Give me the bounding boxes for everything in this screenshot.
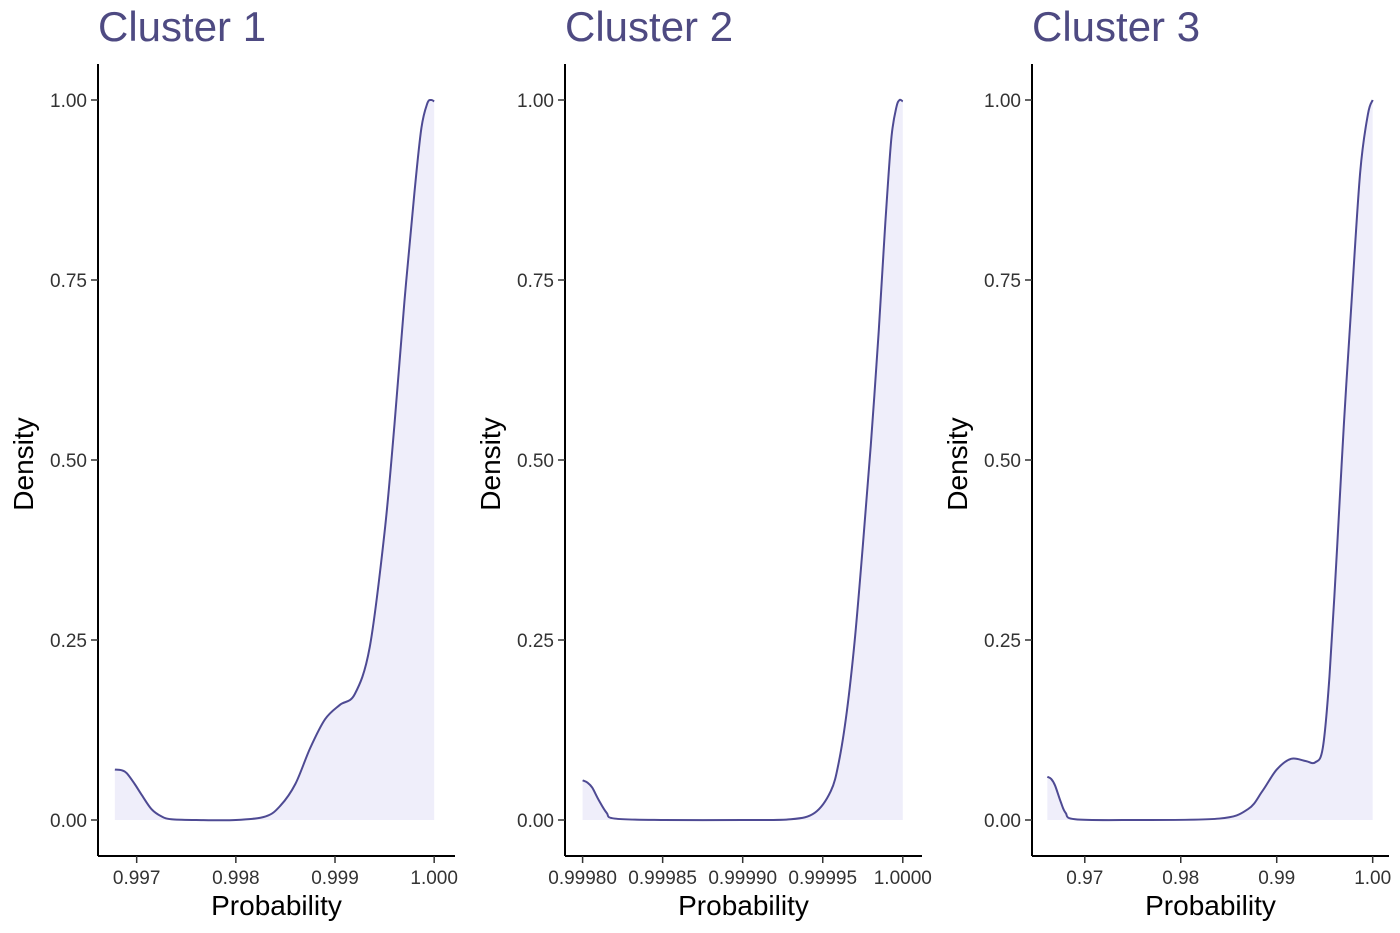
y-tick-label: 0.50 — [50, 451, 87, 472]
y-tick-label: 1.00 — [984, 91, 1021, 112]
y-tick-label: 0.25 — [50, 631, 87, 652]
density-area — [114, 99, 435, 821]
x-tick-label: 0.99 — [1258, 868, 1295, 889]
x-tick-label: 0.97 — [1066, 868, 1103, 889]
y-tick-label: 0.75 — [984, 271, 1021, 292]
cluster-2-chart: 0.00 0.25 0.50 0.75 1.00 0.99980 0.99985 0.9999… — [475, 64, 932, 921]
x-axis-title: Probability — [1145, 890, 1276, 921]
density-area — [582, 99, 903, 821]
x-tick-label: 0.99985 — [628, 868, 697, 889]
x-tick-label: 0.998 — [212, 868, 260, 889]
x-tick-label: 1.0000 — [874, 868, 932, 889]
y-tick-label: 0.75 — [50, 271, 87, 292]
chart-title: Cluster 1 — [98, 3, 267, 50]
density-line — [114, 98, 435, 822]
x-tick-label: 0.999 — [311, 868, 359, 889]
chart-title: Cluster 2 — [565, 3, 734, 50]
y-tick-label: 0.50 — [517, 451, 554, 472]
y-tick-label: 0.25 — [517, 631, 554, 652]
y-axis-title: Density — [942, 417, 973, 510]
x-tick-label: 0.98 — [1162, 868, 1199, 889]
density-area — [1047, 100, 1373, 821]
x-tick-label: 0.99990 — [708, 868, 777, 889]
density-line — [582, 98, 904, 822]
cluster-3-panel: Cluster 3 0.00 0.25 0.50 0.75 1.00 0.97 0.98 0.… — [934, 0, 1400, 933]
y-tick-label: 0.75 — [517, 271, 554, 292]
y-tick-label: 0.25 — [984, 631, 1021, 652]
cluster-2-panel: Cluster 2 0.00 0.25 0.50 0.75 1.00 0.99980 0.9… — [467, 0, 933, 933]
x-axis-title: Probability — [678, 890, 809, 921]
cluster-1-chart: 0.00 0.25 0.50 0.75 1.00 0.997 0.998 0.999 1.000… — [8, 64, 458, 921]
x-tick-label: 0.99995 — [788, 868, 857, 889]
chart-title: Cluster 3 — [1032, 3, 1201, 50]
y-tick-label: 1.00 — [50, 91, 87, 112]
cluster-3-chart: 0.00 0.25 0.50 0.75 1.00 0.97 0.98 0.99 1.00 Prob… — [942, 64, 1391, 921]
y-tick-label: 0.50 — [984, 451, 1021, 472]
y-axis-title: Density — [475, 417, 506, 510]
x-tick-label: 1.000 — [410, 868, 458, 889]
y-tick-label: 1.00 — [517, 91, 554, 112]
x-tick-label: 0.99980 — [548, 868, 617, 889]
density-line — [1046, 99, 1374, 822]
x-axis-title: Probability — [211, 890, 342, 921]
x-tick-label: 0.997 — [113, 868, 161, 889]
y-axis-title: Density — [8, 417, 39, 510]
x-tick-label: 1.00 — [1354, 868, 1391, 889]
y-tick-label: 0.00 — [50, 811, 87, 832]
cluster-1-panel: Cluster 1 0.00 0.25 0.50 0.75 1.00 0.997 0.998… — [0, 0, 466, 933]
y-tick-label: 0.00 — [517, 811, 554, 832]
y-tick-label: 0.00 — [984, 811, 1021, 832]
